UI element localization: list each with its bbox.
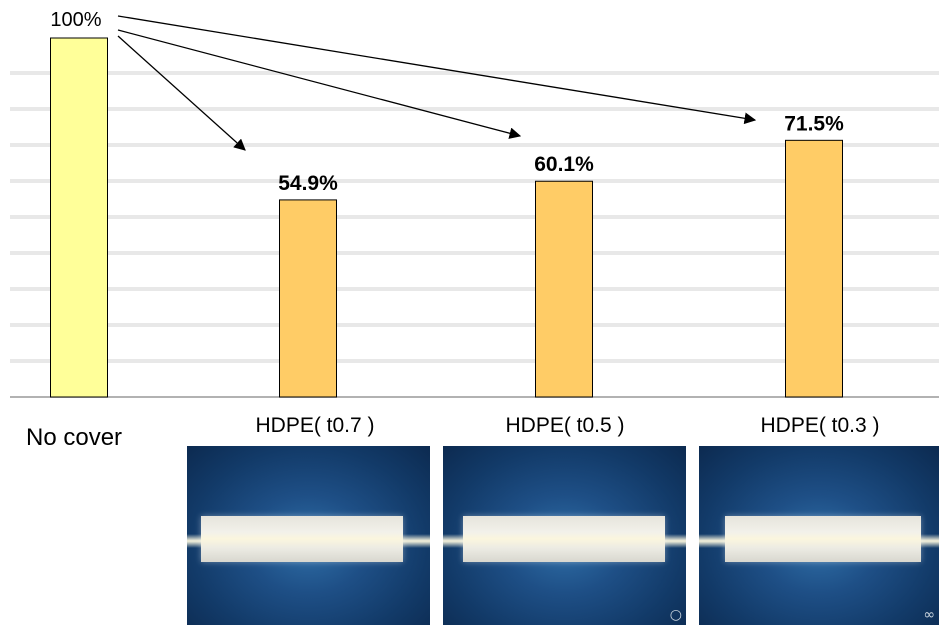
bar-0 [50, 37, 108, 398]
data-label-3: 71.5% [784, 112, 844, 135]
corner-mark-icon: ∞ [923, 607, 935, 623]
category-label-hdpe-t03: HDPE( t0.3 ) [760, 414, 880, 437]
photo-hdpe-t05: ○ [443, 446, 686, 625]
bar-2 [535, 180, 593, 398]
category-label-hdpe-t07: HDPE( t0.7 ) [255, 414, 375, 437]
bar-1 [279, 199, 337, 398]
cover-strip [201, 516, 403, 562]
gridlines [10, 71, 939, 363]
arrow-2 [117, 29, 522, 139]
data-label-2: 60.1% [534, 153, 594, 176]
cover-strip [463, 516, 665, 562]
category-label-hdpe-t05: HDPE( t0.5 ) [505, 414, 625, 437]
bar-chart: 100% 54.9% 60.1% 71.5% [10, 9, 939, 398]
photo-hdpe-t07 [187, 446, 430, 625]
data-label-1: 54.9% [278, 172, 338, 195]
cover-strip [725, 516, 921, 562]
category-label-no-cover: No cover [26, 424, 123, 451]
bar-3 [785, 139, 843, 398]
data-label-0: 100% [50, 9, 101, 31]
photo-hdpe-t03: ∞ [699, 446, 939, 625]
arrow-3 [117, 15, 757, 125]
data-labels: 100% 54.9% 60.1% 71.5% [50, 9, 844, 195]
comparison-arrows [117, 15, 757, 151]
arrow-1 [117, 35, 246, 151]
corner-mark-icon: ○ [669, 607, 682, 623]
bars [50, 37, 843, 398]
